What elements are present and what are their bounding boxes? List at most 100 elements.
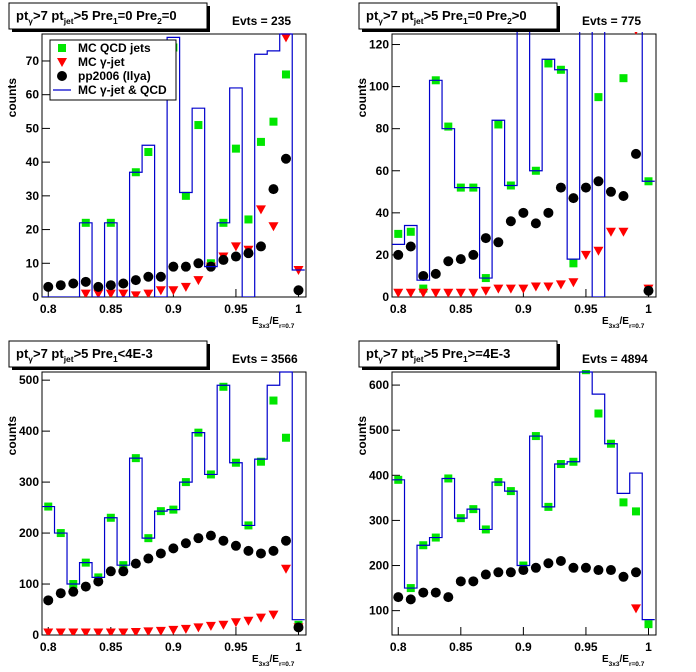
x-tick-label: 0.85 <box>99 640 123 654</box>
x-tick-label: 1 <box>295 302 302 316</box>
subscript: 1 <box>463 16 468 26</box>
subscript: 2 <box>157 16 162 26</box>
triangle-marker <box>130 291 141 297</box>
text-part: /E <box>620 654 630 665</box>
circle-marker <box>168 261 179 272</box>
circle-marker <box>455 254 466 265</box>
text-part: pt <box>16 346 29 361</box>
panel-title: ptγ>7 ptjet>5 Pre1>=4E-3 <box>366 346 510 364</box>
square-marker <box>631 507 640 516</box>
plot-frame <box>391 371 657 636</box>
triangle-marker <box>255 205 266 215</box>
square-marker <box>594 409 603 418</box>
subscript: γ <box>378 16 383 26</box>
triangle-marker <box>130 627 141 635</box>
circle-marker <box>543 558 554 569</box>
square-marker <box>256 457 265 466</box>
title-box <box>8 2 208 30</box>
text-part: E <box>252 316 259 327</box>
circle-marker <box>55 588 66 599</box>
circle-marker <box>593 176 604 187</box>
circle-marker <box>143 553 154 564</box>
panel: 0.8 0.85 0.9 0.95 1 0 20 40 60 80 100 120 ptγ>7 ptje… <box>355 2 657 330</box>
circle-marker <box>168 543 179 554</box>
circle-marker <box>530 218 541 229</box>
x-tick-label: 0.8 <box>390 302 407 316</box>
circle-marker <box>180 261 191 272</box>
y-tick-label: 20 <box>26 223 40 237</box>
event-count: Evts = 3566 <box>232 352 298 366</box>
circle-marker <box>268 184 279 195</box>
circle-marker <box>618 571 629 582</box>
y-tick-label: 200 <box>369 559 389 573</box>
circle-marker <box>418 270 429 281</box>
circle-marker <box>218 535 229 546</box>
circle-marker <box>293 622 304 633</box>
subscript: 1 <box>463 354 468 364</box>
x-axis-label: E3x3/Er=0.7 <box>602 654 645 668</box>
legend-swatch <box>57 58 67 67</box>
triangle-marker <box>255 613 266 623</box>
circle-marker <box>155 548 166 559</box>
triangle-marker <box>180 624 191 634</box>
triangle-marker <box>468 288 479 297</box>
circle-marker <box>468 249 479 260</box>
plot-area <box>392 370 655 629</box>
circle-marker <box>593 565 604 576</box>
circle-marker <box>568 562 579 573</box>
square-marker <box>494 120 503 129</box>
triangle-marker <box>480 286 491 296</box>
triangle-marker <box>168 286 179 296</box>
subscript: r=0.7 <box>279 323 295 330</box>
plot-frame <box>41 371 307 636</box>
subscript: jet <box>63 16 74 26</box>
text-part: E <box>602 316 609 327</box>
circle-marker <box>480 569 491 580</box>
square-marker <box>569 259 578 268</box>
text-part: pt <box>366 8 379 23</box>
y-tick-label: 0 <box>32 290 39 304</box>
circle-marker <box>280 535 291 546</box>
circle-marker <box>93 281 104 292</box>
y-axis-label: counts <box>355 78 369 118</box>
circle-marker <box>193 258 204 269</box>
triangle-marker <box>80 289 91 297</box>
triangle-marker <box>530 282 541 292</box>
triangle-marker <box>180 282 191 292</box>
subscript: jet <box>63 354 74 364</box>
y-tick-label: 500 <box>369 423 389 437</box>
panel-title: ptγ>7 ptjet>5 Pre1<4E-3 <box>16 346 153 364</box>
triangle-marker <box>268 222 279 232</box>
circle-marker <box>443 592 454 603</box>
text-part: =0 <box>162 8 177 23</box>
subscript: γ <box>378 354 383 364</box>
y-tick-label: 50 <box>26 121 40 135</box>
text-part: >7 pt <box>383 346 414 361</box>
circle-marker <box>43 595 54 606</box>
y-tick-label: 300 <box>369 513 389 527</box>
circle-marker <box>630 567 641 578</box>
triangle-marker <box>430 288 441 297</box>
legend-label: MC QCD jets <box>78 41 151 55</box>
x-tick-label: 0.95 <box>224 640 248 654</box>
subscript: r=0.7 <box>279 661 295 668</box>
x-tick-label: 1 <box>645 302 652 316</box>
y-tick-label: 100 <box>369 604 389 618</box>
square-marker <box>231 144 240 153</box>
square-marker <box>582 3 590 11</box>
y-tick-label: 0 <box>32 628 39 642</box>
text-part: >7 pt <box>33 346 64 361</box>
triangle-marker <box>280 564 291 574</box>
circle-marker <box>118 278 129 289</box>
triangle-marker <box>605 227 616 237</box>
circle-marker <box>105 280 116 291</box>
legend-swatch <box>57 71 67 81</box>
circle-marker <box>105 566 116 577</box>
circle-marker <box>118 566 129 577</box>
circle-marker <box>580 182 591 193</box>
text-part: /E <box>270 316 280 327</box>
square-marker <box>144 148 153 157</box>
